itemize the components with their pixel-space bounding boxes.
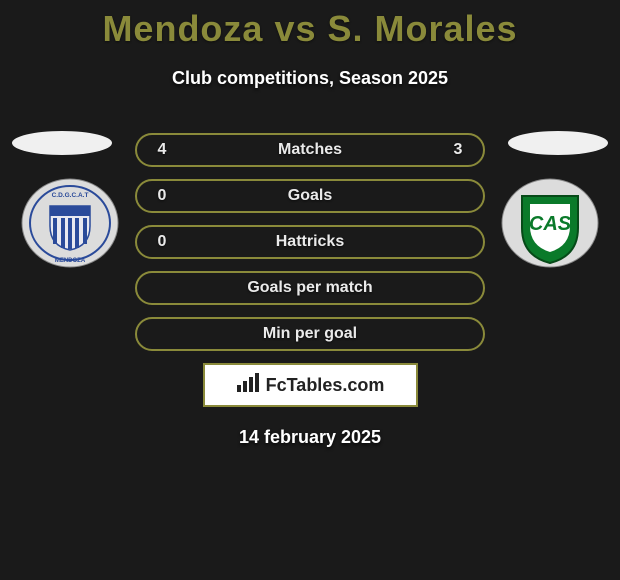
page-title: Mendoza vs S. Morales: [0, 0, 620, 50]
stat-row-min-per-goal: Min per goal: [135, 317, 485, 351]
date-label: 14 february 2025: [0, 427, 620, 448]
svg-text:CAS: CAS: [529, 213, 572, 235]
stat-left-value: 0: [137, 233, 187, 251]
svg-text:C.D.G.C.A.T: C.D.G.C.A.T: [52, 192, 89, 199]
stat-right-value: 3: [433, 141, 483, 159]
stat-label: Matches: [187, 141, 433, 159]
svg-text:MENDOZA: MENDOZA: [55, 258, 86, 264]
stats-panel: 4 Matches 3 0 Goals 0 Hattricks Goals pe…: [135, 133, 485, 351]
bar-chart-icon: [236, 373, 260, 398]
stat-row-matches: 4 Matches 3: [135, 133, 485, 167]
stat-label: Goals: [187, 187, 433, 205]
team-crest-left: C.D.G.C.A.T MENDOZA: [20, 178, 120, 268]
team-crest-right: CAS: [500, 178, 600, 268]
stat-left-value: 0: [137, 187, 187, 205]
stat-left-value: 4: [137, 141, 187, 159]
player-oval-right: [508, 131, 608, 155]
stat-label: Hattricks: [187, 233, 433, 251]
stat-row-goals-per-match: Goals per match: [135, 271, 485, 305]
stat-row-goals: 0 Goals: [135, 179, 485, 213]
stat-label: Goals per match: [187, 279, 433, 297]
player-oval-left: [12, 131, 112, 155]
subtitle: Club competitions, Season 2025: [0, 68, 620, 89]
stat-label: Min per goal: [187, 325, 433, 343]
stat-row-hattricks: 0 Hattricks: [135, 225, 485, 259]
branding-text: FcTables.com: [266, 375, 385, 396]
branding-box: FcTables.com: [203, 363, 418, 407]
